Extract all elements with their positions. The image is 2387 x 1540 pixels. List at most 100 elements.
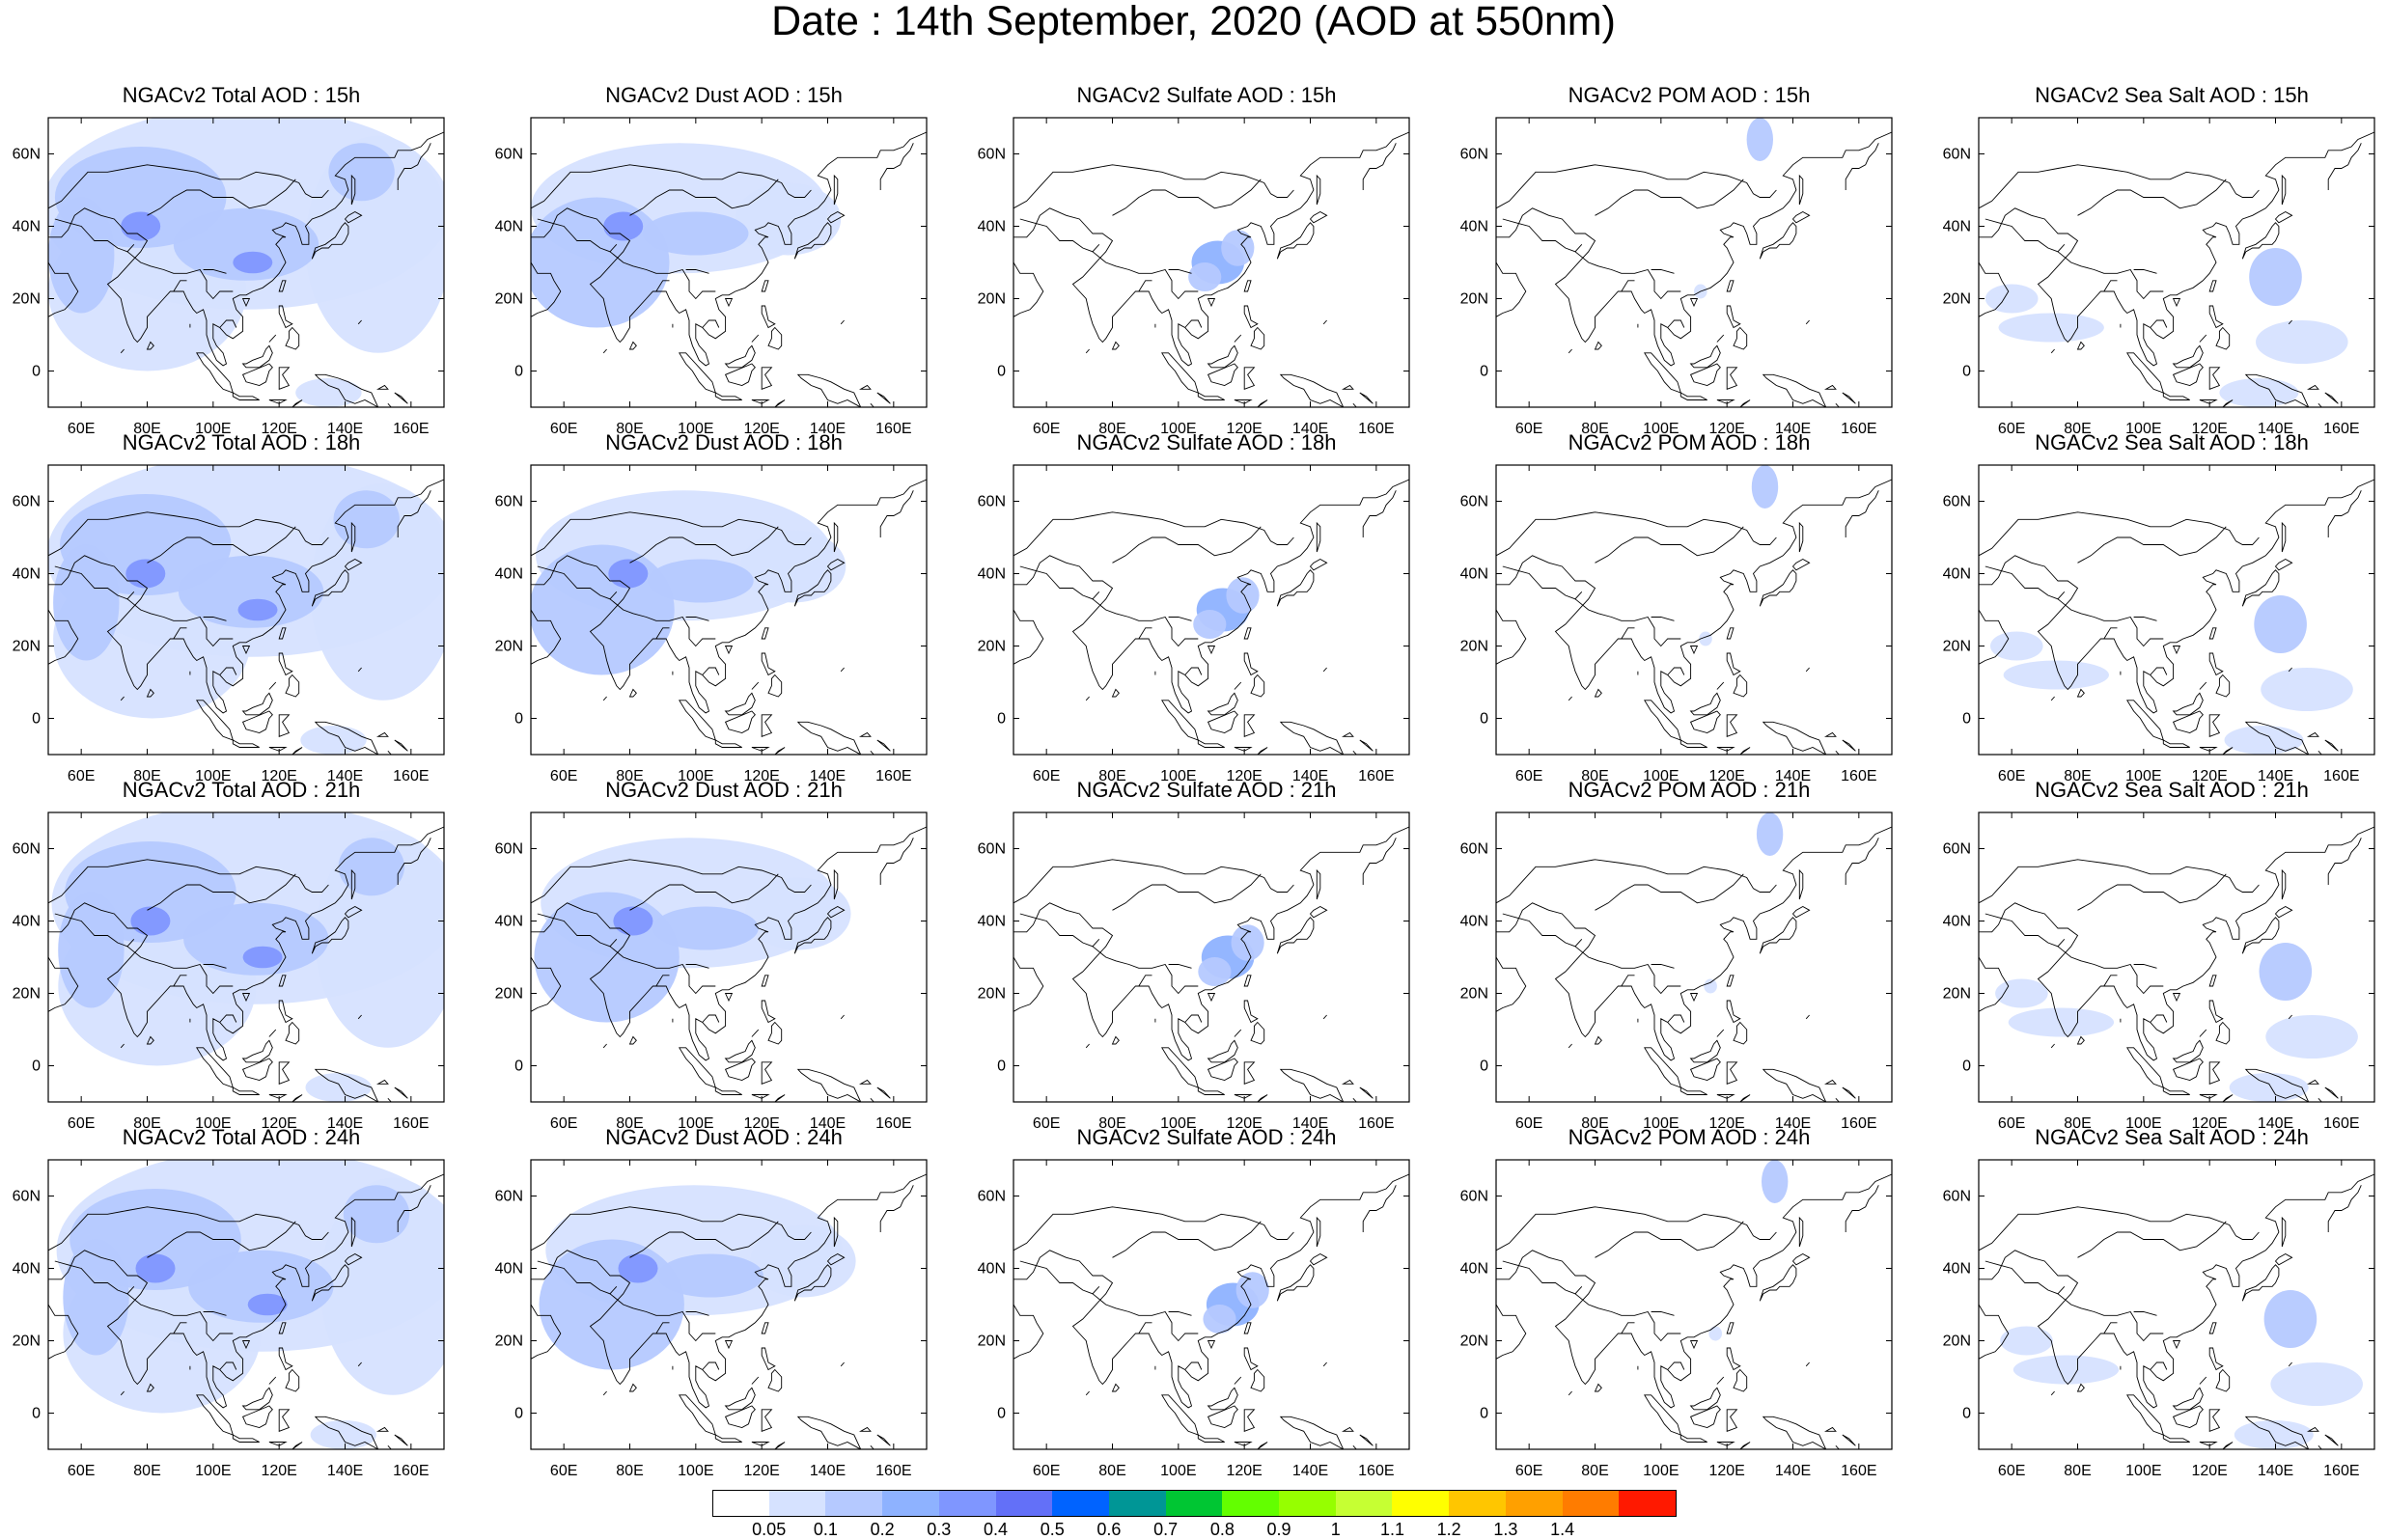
island bbox=[1234, 1376, 1242, 1385]
lon-tick-label: 120E bbox=[2191, 1463, 2227, 1479]
island bbox=[2162, 1086, 2190, 1095]
aod-field bbox=[2000, 1290, 2363, 1449]
plot-frame bbox=[1013, 811, 1410, 1103]
island bbox=[1716, 1029, 1725, 1037]
coastline bbox=[219, 667, 237, 675]
island bbox=[375, 731, 389, 737]
aod-patch bbox=[2249, 248, 2302, 306]
coastline bbox=[2150, 1014, 2168, 1023]
island bbox=[291, 747, 303, 755]
coastline bbox=[629, 1221, 779, 1258]
lat-tick-label: 60N bbox=[13, 841, 41, 858]
island bbox=[1689, 363, 1721, 386]
coastline bbox=[702, 319, 720, 328]
island bbox=[1791, 558, 1811, 571]
coastline bbox=[48, 511, 329, 557]
island bbox=[1733, 1021, 1748, 1045]
island bbox=[311, 917, 349, 954]
island bbox=[1250, 1021, 1265, 1045]
island bbox=[724, 1405, 756, 1428]
coastline bbox=[48, 956, 79, 1012]
lat-tick-label: 40N bbox=[1943, 219, 1971, 235]
island bbox=[394, 1434, 408, 1446]
island bbox=[1316, 174, 1321, 206]
coastline bbox=[2327, 490, 2362, 537]
lon-tick-label: 60E bbox=[1033, 1115, 1060, 1132]
island bbox=[751, 334, 760, 343]
lon-tick-label: 60E bbox=[1998, 1115, 2025, 1132]
island bbox=[1207, 710, 1238, 733]
panel-title: NGACv2 Sea Salt AOD : 21h bbox=[2035, 778, 2309, 802]
lat-tick-label: 60N bbox=[1943, 1189, 1971, 1205]
coastline bbox=[1574, 946, 1681, 995]
lat-tick-label: 40N bbox=[1943, 566, 1971, 583]
island bbox=[1207, 1340, 1216, 1350]
island bbox=[679, 1394, 716, 1436]
lat-tick-label: 0 bbox=[514, 711, 523, 728]
coastline bbox=[2103, 1322, 2118, 1334]
coastlines bbox=[531, 826, 927, 1102]
island bbox=[314, 721, 379, 755]
lon-tick-label: 160E bbox=[2323, 1115, 2359, 1132]
island bbox=[1835, 750, 1840, 755]
island bbox=[350, 868, 356, 900]
coastline bbox=[1502, 565, 1583, 600]
island bbox=[724, 344, 756, 369]
lon-tick-label: 80E bbox=[1098, 1115, 1125, 1132]
lat-tick-label: 60N bbox=[1460, 147, 1488, 163]
island bbox=[1759, 222, 1797, 260]
lat-tick-label: 40N bbox=[1943, 1261, 1971, 1278]
lon-tick-label: 120E bbox=[1226, 1463, 1262, 1479]
colorbar-swatch bbox=[1052, 1490, 1110, 1517]
map-panel: NGACv2 Total AOD : 21h 60E 80E 100E 120E 140E… bbox=[0, 778, 483, 1132]
aod-patch bbox=[63, 1239, 129, 1356]
island bbox=[858, 384, 872, 390]
island bbox=[268, 334, 277, 343]
island bbox=[1726, 1000, 1741, 1024]
aod-patch bbox=[48, 197, 115, 314]
lon-tick-label: 60E bbox=[1515, 1463, 1542, 1479]
map-plot: 60E 80E 100E 120E 140E 160E 60N 40N 20N 0 bbox=[978, 811, 1410, 1132]
island bbox=[840, 1361, 845, 1367]
aod-patch bbox=[1193, 610, 1227, 639]
aod-field bbox=[539, 1185, 856, 1370]
island bbox=[714, 1086, 742, 1095]
lat-tick-label: 20N bbox=[1460, 291, 1488, 308]
island bbox=[1243, 1322, 1252, 1334]
panel-title: NGACv2 POM AOD : 18h bbox=[1568, 430, 1811, 454]
island bbox=[2172, 710, 2204, 733]
island bbox=[761, 627, 769, 640]
coastline bbox=[1667, 667, 1685, 675]
lon-tick-label: 120E bbox=[1226, 768, 1262, 784]
lat-tick-label: 20N bbox=[978, 1334, 1006, 1350]
island bbox=[679, 1047, 716, 1088]
aod-patch bbox=[1985, 284, 2039, 314]
island bbox=[1250, 674, 1265, 698]
lon-tick-label: 120E bbox=[261, 1115, 296, 1132]
lat-tick-label: 0 bbox=[997, 1059, 1006, 1075]
island bbox=[241, 344, 273, 369]
coastline bbox=[1168, 964, 1192, 969]
island bbox=[2172, 1405, 2204, 1428]
island bbox=[1739, 399, 1751, 407]
lat-tick-label: 40N bbox=[978, 566, 1006, 583]
island bbox=[1798, 174, 1804, 206]
aod-field bbox=[48, 118, 444, 407]
lon-tick-label: 100E bbox=[1160, 1115, 1196, 1132]
lon-tick-label: 80E bbox=[1098, 1463, 1125, 1479]
island bbox=[1823, 731, 1837, 737]
aod-patch bbox=[2256, 320, 2348, 364]
island bbox=[314, 1416, 379, 1449]
island bbox=[679, 352, 716, 394]
coastline bbox=[1845, 490, 1879, 537]
island bbox=[1234, 747, 1253, 752]
lat-tick-label: 60N bbox=[1943, 147, 1971, 163]
island bbox=[1234, 681, 1242, 690]
coastline bbox=[1184, 667, 1203, 675]
lat-tick-label: 0 bbox=[32, 364, 41, 380]
colorbar-swatch bbox=[938, 1490, 997, 1517]
coastline bbox=[655, 975, 670, 987]
aod-patch bbox=[2224, 726, 2304, 755]
aod-patch bbox=[657, 1253, 763, 1298]
island bbox=[1716, 399, 1735, 404]
